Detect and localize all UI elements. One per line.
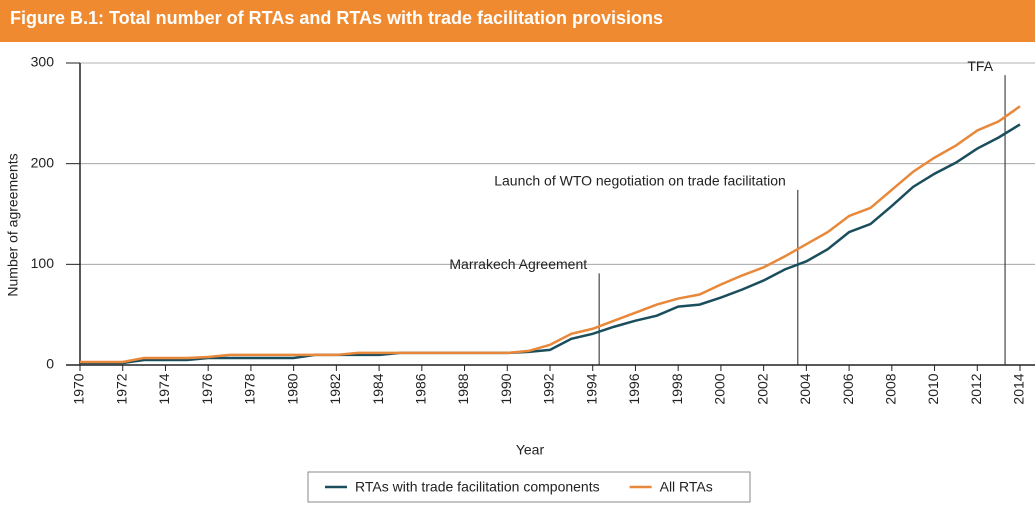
x-tick-label: 1988 (455, 373, 471, 404)
y-tick-label: 300 (31, 54, 55, 70)
series-line (80, 105, 1021, 364)
x-axis-label: Year (516, 442, 545, 458)
annotation-text: TFA (967, 58, 993, 74)
chart-title: Figure B.1: Total number of RTAs and RTA… (10, 8, 663, 28)
y-tick-label: 100 (31, 255, 55, 271)
x-tick-label: 1980 (284, 373, 300, 404)
x-tick-label: 1984 (370, 373, 386, 404)
annotation-text: Launch of WTO negotiation on trade facil… (494, 173, 786, 189)
x-tick-label: 1996 (626, 373, 642, 404)
y-tick-label: 200 (31, 154, 55, 170)
x-tick-label: 1982 (327, 373, 343, 404)
x-tick-label: 2006 (840, 373, 856, 404)
x-tick-label: 2002 (754, 373, 770, 404)
x-tick-label: 1992 (541, 373, 557, 404)
series-line (80, 123, 1021, 365)
x-tick-label: 2000 (712, 373, 728, 404)
x-tick-label: 1994 (583, 373, 599, 404)
x-tick-label: 1974 (156, 373, 172, 404)
x-tick-label: 1970 (71, 373, 87, 404)
legend-box (307, 471, 751, 503)
x-tick-label: 2004 (797, 373, 813, 404)
x-tick-label: 2012 (968, 373, 984, 404)
y-axis-label: Number of agreements (5, 153, 21, 296)
x-tick-label: 1990 (498, 373, 514, 404)
header-band (0, 0, 1035, 42)
x-tick-label: 1998 (669, 373, 685, 404)
x-tick-label: 1976 (199, 373, 215, 404)
x-tick-label: 1972 (113, 373, 129, 404)
x-tick-label: 2008 (883, 373, 899, 404)
x-tick-label: 2010 (925, 373, 941, 404)
y-tick-label: 0 (46, 356, 54, 372)
x-tick-label: 1986 (413, 373, 429, 404)
legend-label: All RTAs (660, 479, 713, 495)
legend-label: RTAs with trade facilitation components (355, 479, 600, 495)
x-tick-label: 2014 (1011, 373, 1027, 404)
annotation-text: Marrakech Agreement (449, 256, 587, 272)
x-tick-label: 1978 (242, 373, 258, 404)
